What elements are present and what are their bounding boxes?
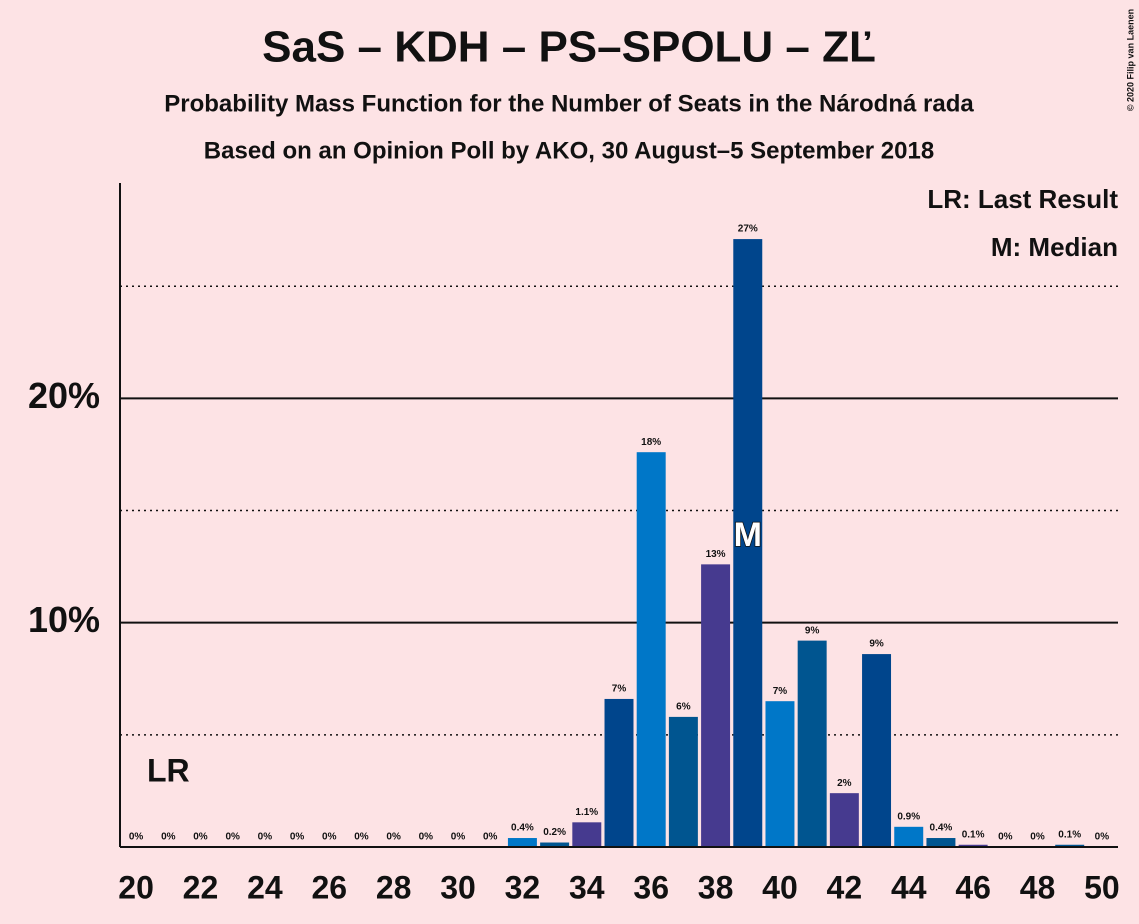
- value-label: 13%: [706, 549, 726, 560]
- x-tick-label: 26: [311, 869, 347, 905]
- last-result-marker: LR: [147, 752, 190, 788]
- bar: [829, 793, 859, 847]
- x-tick-label: 48: [1020, 869, 1056, 905]
- value-label: 7%: [773, 686, 788, 697]
- value-label: 9%: [869, 639, 884, 650]
- legend-entry: M: Median: [991, 232, 1118, 262]
- bar: [926, 838, 956, 847]
- value-label: 0%: [225, 832, 240, 843]
- x-tick-label: 42: [827, 869, 863, 905]
- value-label: 0%: [419, 832, 434, 843]
- chart-subtitle: Probability Mass Function for the Number…: [164, 90, 974, 117]
- x-tick-label: 38: [698, 869, 734, 905]
- bar: [604, 698, 634, 847]
- bar: [507, 838, 537, 847]
- value-label: 0%: [258, 832, 273, 843]
- bar: [894, 826, 924, 847]
- x-tick-label: 34: [569, 869, 605, 905]
- value-label: 0%: [193, 832, 208, 843]
- value-label: 0%: [1030, 832, 1045, 843]
- bar: [797, 640, 827, 847]
- bar: [668, 716, 698, 847]
- x-tick-label: 22: [183, 869, 219, 905]
- value-label: 0%: [354, 832, 369, 843]
- value-label: 0%: [290, 832, 305, 843]
- x-tick-label: 24: [247, 869, 283, 905]
- x-tick-label: 46: [955, 869, 991, 905]
- bar: [1055, 844, 1085, 847]
- value-label: 6%: [676, 702, 691, 713]
- value-label: 0.4%: [930, 823, 953, 834]
- value-label: 9%: [805, 625, 820, 636]
- legend-entry: LR: Last Result: [927, 184, 1118, 214]
- value-label: 0%: [998, 832, 1013, 843]
- median-marker: M: [734, 516, 762, 554]
- value-label: 1.1%: [575, 807, 598, 818]
- value-label: 0%: [451, 832, 466, 843]
- x-tick-label: 40: [762, 869, 798, 905]
- value-label: 7%: [612, 684, 627, 695]
- value-label: 0.1%: [1058, 829, 1081, 840]
- y-tick-label: 20%: [28, 375, 100, 416]
- x-tick-label: 30: [440, 869, 476, 905]
- bar: [540, 842, 570, 847]
- bar: [636, 452, 666, 847]
- x-tick-label: 36: [633, 869, 669, 905]
- bar: [862, 654, 892, 847]
- bar: [701, 564, 731, 847]
- value-label: 0%: [386, 832, 401, 843]
- value-label: 0%: [161, 832, 176, 843]
- value-label: 0.9%: [897, 811, 920, 822]
- bar: [572, 822, 602, 847]
- x-tick-label: 20: [118, 869, 154, 905]
- chart-subtitle: Based on an Opinion Poll by AKO, 30 Augu…: [204, 137, 934, 164]
- bar: [765, 701, 795, 847]
- value-label: 0%: [322, 832, 337, 843]
- x-tick-label: 50: [1084, 869, 1120, 905]
- x-tick-label: 32: [505, 869, 541, 905]
- value-label: 27%: [738, 224, 758, 235]
- value-label: 18%: [641, 437, 661, 448]
- bar: [733, 239, 763, 848]
- value-label: 0%: [1095, 832, 1110, 843]
- chart-title: SaS – KDH – PS–SPOLU – ZĽ: [262, 23, 876, 72]
- value-label: 0.1%: [962, 829, 985, 840]
- credit: © 2020 Filip van Laenen: [1125, 9, 1135, 111]
- value-label: 0%: [129, 832, 144, 843]
- y-tick-label: 10%: [28, 599, 100, 640]
- value-label: 0.2%: [543, 827, 566, 838]
- x-tick-label: 44: [891, 869, 927, 905]
- bar: [958, 844, 988, 847]
- value-label: 0.4%: [511, 823, 534, 834]
- x-tick-label: 28: [376, 869, 412, 905]
- value-label: 2%: [837, 778, 852, 789]
- value-label: 0%: [483, 832, 498, 843]
